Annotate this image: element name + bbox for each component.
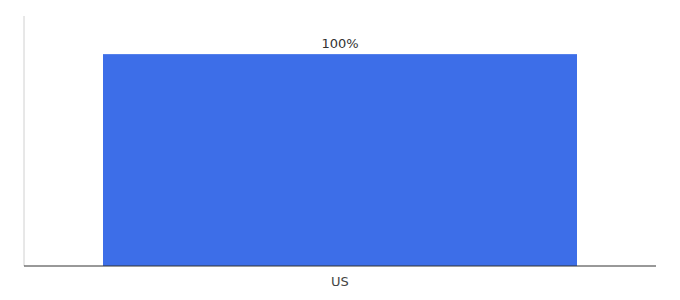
- chart: US 100%: [0, 0, 680, 300]
- bar: [103, 54, 577, 266]
- data-label: 100%: [321, 36, 358, 51]
- bars: [103, 54, 577, 266]
- y-axis-line: [24, 16, 25, 266]
- x-tick-label: US: [331, 274, 349, 289]
- x-axis-line: [24, 266, 656, 267]
